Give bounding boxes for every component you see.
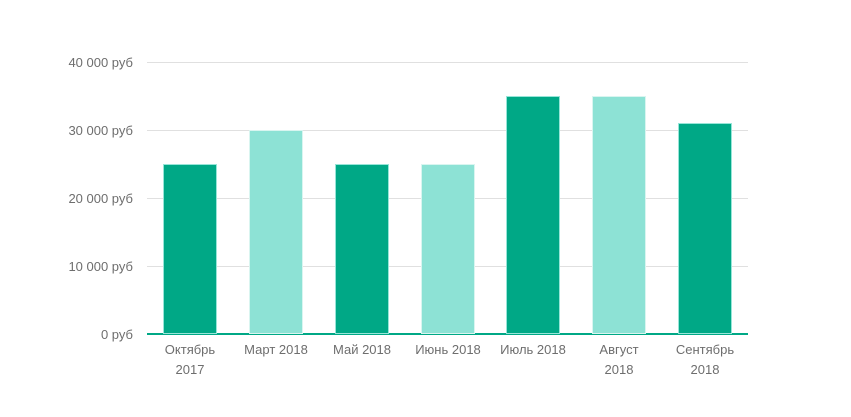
y-axis-tick-label: 40 000 руб [68, 55, 133, 70]
x-axis-category-label: Август 2018 [599, 342, 639, 377]
bar-1[interactable] [163, 164, 217, 334]
x-axis-baseline [147, 333, 748, 335]
x-axis-category-label: Март 2018 [244, 342, 308, 357]
x-axis-category-label: Октябрь 2017 [164, 342, 216, 377]
gridline [147, 130, 748, 131]
y-axis-tick-label: 10 000 руб [68, 259, 133, 274]
y-axis-tick-label: 30 000 руб [68, 123, 133, 138]
bar-7[interactable] [678, 123, 732, 334]
bar-5[interactable] [506, 96, 560, 334]
bar-2[interactable] [249, 130, 303, 334]
x-axis-category-label: Июнь 2018 [415, 342, 481, 357]
x-axis-category-label: Сентябрь 2018 [675, 342, 735, 377]
x-axis-category-label: Июль 2018 [500, 342, 566, 357]
y-axis-tick-label: 20 000 руб [68, 191, 133, 206]
bar-4[interactable] [421, 164, 475, 334]
bar-3[interactable] [335, 164, 389, 334]
x-axis-category-label: Май 2018 [333, 342, 391, 357]
y-axis-tick-label: 0 руб [100, 327, 133, 342]
gridline [147, 62, 748, 63]
bar-6[interactable] [592, 96, 646, 334]
